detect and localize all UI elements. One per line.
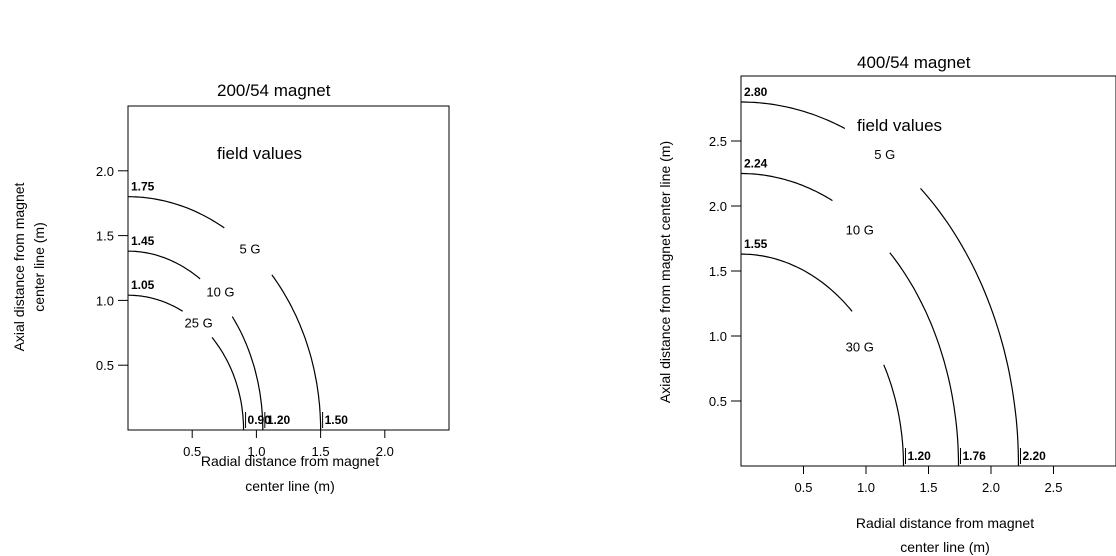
contour-line [741, 172, 833, 202]
x-tick-label: 0.5 [183, 444, 201, 459]
x-tick-label: 2.0 [376, 444, 394, 459]
chart-200-54: 200/54 magnet field values 0.5 1.0 1.5 2.0 0… [11, 38, 450, 494]
x-tick-label: 2.0 [982, 480, 1000, 495]
x-tick-label: 1.0 [857, 480, 875, 495]
contour-line [889, 252, 960, 466]
axial-end-label: 1.45 [131, 234, 155, 248]
y-axis-label: Axial distance from magnet [11, 182, 27, 351]
contour-line [128, 196, 225, 229]
radial-end-label: 1.50 [325, 413, 349, 427]
contour-line [211, 337, 245, 431]
y-tick-label: 1.0 [709, 329, 727, 344]
y-tick-label: 0.5 [709, 394, 727, 409]
x-tick-label: 1.5 [919, 480, 937, 495]
contour-label: 5 G [239, 242, 260, 257]
x-tick-label: 0.5 [794, 480, 812, 495]
x-tick-label: 1.0 [247, 444, 265, 459]
contour-line [920, 188, 1020, 467]
axial-end-label: 1.75 [131, 180, 155, 194]
plot-frame [740, 75, 1116, 467]
contour-label: 25 G [185, 315, 213, 330]
contour-label: 30 G [846, 339, 874, 354]
x-axis-label: center line (m) [900, 539, 989, 555]
radial-end-label: 1.20 [267, 413, 291, 427]
y-tick-label: 2.5 [709, 134, 727, 149]
x-tick-label: 2.5 [1044, 480, 1062, 495]
chart-title-line2: field values [857, 116, 943, 135]
contour-line [271, 274, 322, 430]
plot-frame [127, 105, 450, 431]
y-tick-label: 2.0 [709, 199, 727, 214]
y-tick-label: 1.0 [96, 293, 114, 308]
chart-title: 200/54 magnet field values [217, 38, 330, 206]
chart-title: 400/54 magnet field values [857, 10, 970, 178]
contour-label: 10 G [846, 222, 874, 237]
y-tick-label: 1.5 [709, 264, 727, 279]
chart-title-line1: 400/54 magnet [857, 53, 971, 72]
plot-svg: 0.5 1.0 1.5 2.0 2.5 0.5 1.0 1.5 2.0 2.5 Radial dis… [657, 75, 1116, 555]
y-axis-label: Axial distance from magnet center line (… [657, 141, 673, 403]
radial-end-label: 2.20 [1023, 449, 1047, 463]
contour-line [128, 250, 201, 280]
chart-title-line1: 200/54 magnet [217, 81, 331, 100]
x-axis-label: Radial distance from magnet [201, 453, 379, 469]
contour-label: 10 G [206, 284, 234, 299]
y-tick-label: 2.0 [96, 164, 114, 179]
axial-end-label: 1.05 [131, 278, 155, 292]
chart-title-line2: field values [217, 144, 303, 163]
x-tick-label: 1.5 [312, 444, 330, 459]
radial-end-label: 1.76 [963, 449, 987, 463]
contour-line [231, 316, 264, 430]
axial-end-label: 2.24 [744, 157, 768, 171]
x-axis-label: center line (m) [245, 478, 334, 494]
y-tick-label: 1.5 [96, 229, 114, 244]
contour-line [741, 253, 853, 312]
axial-end-label: 2.80 [744, 85, 768, 99]
axial-end-label: 1.55 [744, 237, 768, 251]
contour-line [883, 364, 905, 466]
contour-line [128, 294, 184, 312]
radial-end-label: 1.20 [908, 449, 932, 463]
radial-end-label: 0.90 [248, 413, 272, 427]
contour-line [741, 101, 846, 130]
y-axis-label: center line (m) [31, 222, 47, 311]
contour-label: 5 G [874, 147, 895, 162]
chart-400-54: 400/54 magnet field values 0.5 1.0 1.5 2.0 2… [560, 0, 1116, 556]
y-tick-label: 0.5 [96, 358, 114, 373]
x-axis-label: Radial distance from magnet [856, 515, 1034, 531]
